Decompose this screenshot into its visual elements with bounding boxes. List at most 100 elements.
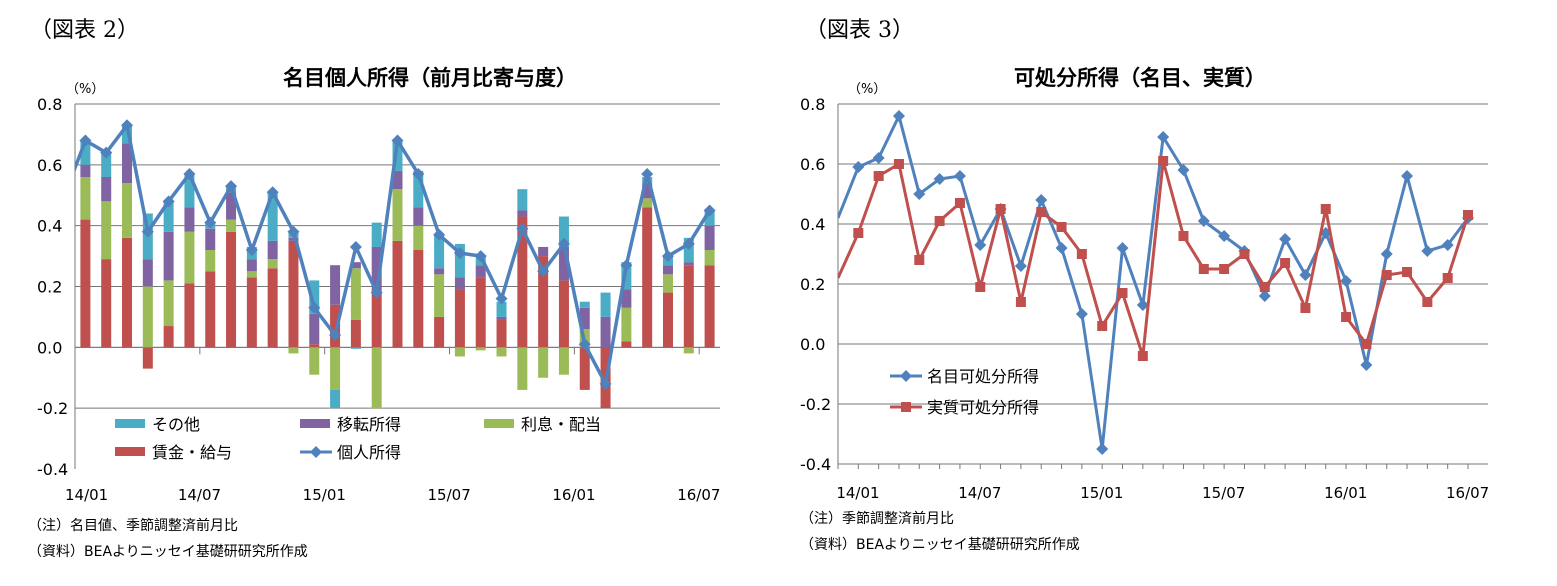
legend-swatch	[115, 419, 145, 428]
point-personal-income	[516, 222, 529, 235]
bar-segment-interest	[184, 231, 195, 284]
point-personal-income	[599, 377, 612, 390]
y-tick-label: 0.0	[800, 335, 825, 354]
figure-label-3: （図表 3）	[805, 18, 914, 43]
point-real	[1137, 351, 1148, 361]
x-tick-label: 15/07	[428, 486, 471, 504]
point-nominal	[1360, 359, 1373, 371]
point-real	[1341, 312, 1352, 322]
bar-segment-transfer	[205, 228, 216, 250]
point-real	[1056, 222, 1067, 232]
bar-segment-interest	[683, 347, 694, 354]
point-nominal	[892, 110, 905, 122]
note-left-2: （資料）BEAよりニッセイ基礎研研究所作成	[28, 543, 308, 560]
chart-right: 0.8 0.6 0.4 0.2 0.0 -0.2 -0.4 14/01 14/07 15/01 15…	[800, 95, 1489, 502]
bar-segment-other	[413, 170, 424, 208]
bar-segment-other	[122, 125, 133, 144]
point-nominal	[1441, 239, 1454, 251]
bar-segment-interest	[413, 225, 424, 250]
bar-segment-interest	[163, 280, 174, 327]
bar-segment-interest	[288, 347, 299, 354]
bar-segment-wages	[80, 219, 91, 348]
bar-segment-transfer	[122, 143, 133, 184]
bar-segment-transfer	[642, 183, 653, 199]
point-real	[1280, 258, 1291, 268]
bar-segment-interest	[392, 189, 403, 241]
bar-segment-wages	[454, 289, 465, 348]
point-real	[1219, 264, 1230, 274]
bar-segment-transfer	[184, 207, 195, 232]
point-nominal	[1157, 131, 1170, 143]
point-nominal	[953, 170, 966, 182]
legend-marker-diamond-icon	[900, 370, 912, 382]
point-real	[995, 204, 1006, 214]
bar-segment-interest	[350, 268, 361, 320]
point-real	[1320, 204, 1331, 214]
bar-segment-interest	[475, 347, 486, 351]
point-personal-income	[641, 167, 654, 180]
bar-segment-transfer	[434, 268, 445, 275]
unit-label-left: （%）	[66, 82, 104, 97]
bar-segment-other	[454, 243, 465, 278]
x-tick-label: 16/07	[677, 486, 720, 504]
bar-segment-wages	[246, 277, 257, 348]
legend-label: 実質可処分所得	[927, 398, 1039, 417]
bar-segment-wages	[517, 216, 528, 348]
bar-segment-other	[621, 262, 632, 290]
x-tick-label: 14/01	[836, 484, 879, 502]
bar-segment-interest	[496, 347, 507, 357]
bar-segment-wages	[267, 268, 278, 348]
bar-segment-other	[163, 201, 174, 232]
point-real	[1015, 297, 1026, 307]
point-personal-income	[557, 237, 570, 250]
bar-segment-interest	[704, 250, 715, 266]
point-personal-income	[141, 225, 154, 238]
bar-segment-transfer	[454, 277, 465, 290]
bar-segment-transfer	[246, 259, 257, 272]
legend-label: 名目可処分所得	[927, 367, 1039, 386]
bar-segment-other	[267, 192, 278, 241]
point-personal-income	[225, 180, 238, 193]
point-nominal	[1014, 260, 1027, 272]
point-nominal	[872, 152, 885, 164]
point-nominal	[1299, 269, 1312, 281]
bar-segment-transfer	[309, 313, 320, 345]
legend-marker-diamond-icon	[310, 446, 322, 458]
bar-segment-transfer	[704, 225, 715, 250]
y-tick-label: 0.4	[800, 215, 825, 234]
bar-segment-wages	[101, 259, 112, 348]
point-personal-income	[287, 225, 300, 238]
bar-segment-other	[496, 301, 507, 317]
legend-marker-square-icon	[901, 402, 911, 412]
bar-segment-transfer	[330, 265, 341, 305]
legend-label: その他	[152, 415, 200, 434]
point-real	[1259, 282, 1270, 292]
bar-segment-transfer	[226, 192, 237, 220]
point-personal-income	[537, 265, 550, 278]
chart-left: 0.8 0.6 0.4 0.2 0.0 -0.2 -0.4 14/01 14/07 15/01 15…	[37, 95, 720, 504]
bar-segment-wages	[704, 265, 715, 348]
bar-segment-other	[683, 237, 694, 263]
point-personal-income	[453, 247, 466, 260]
point-real	[1036, 207, 1047, 217]
bar-segment-transfer	[80, 164, 91, 177]
bar-segment-interest	[434, 274, 445, 317]
note-left-1: （注）名目値、季節調整済前月比	[28, 517, 238, 534]
point-personal-income	[245, 244, 258, 256]
y-tick-label: 0.6	[37, 156, 62, 175]
bar-segment-wages	[184, 283, 195, 348]
point-real	[853, 228, 864, 238]
x-tick-label: 16/01	[552, 486, 595, 504]
point-nominal	[1340, 275, 1353, 287]
point-real	[1422, 297, 1433, 307]
legend-swatch	[115, 447, 145, 456]
bar-segment-wages	[434, 316, 445, 348]
figure-label-2: （図表 2）	[30, 18, 139, 43]
bar-segment-transfer	[267, 240, 278, 260]
bar-segment-interest	[309, 347, 320, 375]
point-real	[975, 282, 986, 292]
bar-segment-interest	[246, 271, 257, 278]
bar-segment-other	[80, 140, 91, 165]
point-personal-income	[495, 292, 508, 305]
